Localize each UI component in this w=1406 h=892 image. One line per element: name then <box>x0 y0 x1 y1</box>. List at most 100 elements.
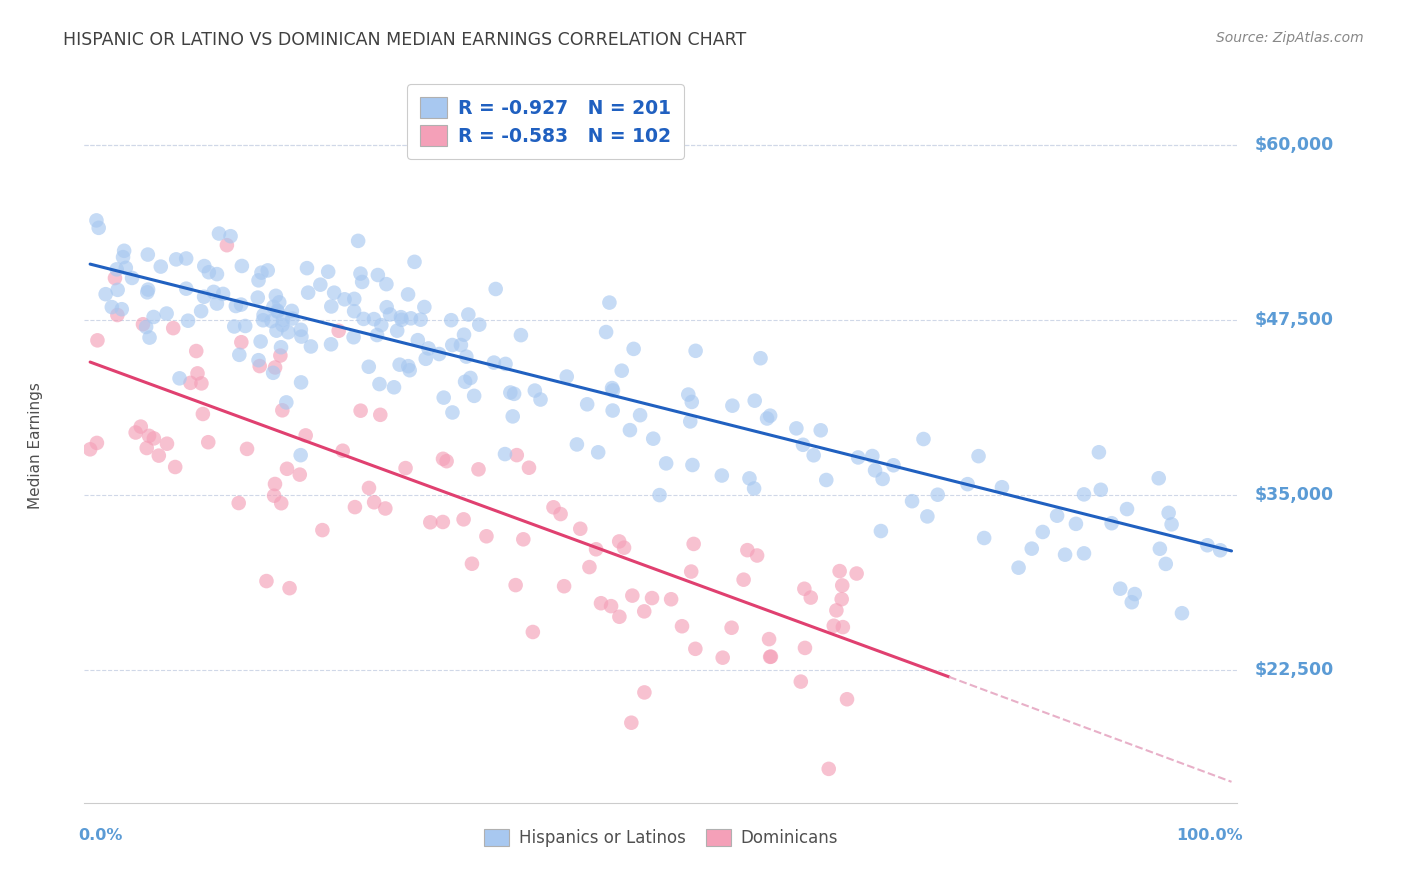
Point <box>343 500 366 515</box>
Point <box>266 303 288 318</box>
Point <box>249 334 271 349</box>
Point <box>815 473 838 487</box>
Point <box>388 358 411 372</box>
Point <box>378 308 401 322</box>
Point <box>433 391 456 405</box>
Point <box>394 461 416 475</box>
Point <box>215 238 238 252</box>
Point <box>249 359 271 373</box>
Point <box>794 640 817 655</box>
Point <box>231 259 253 273</box>
Point <box>863 463 886 477</box>
Point <box>450 338 472 352</box>
Point <box>655 456 678 470</box>
Point <box>1209 543 1232 558</box>
Point <box>991 480 1014 494</box>
Point <box>517 460 540 475</box>
Point <box>467 462 489 476</box>
Point <box>737 543 759 558</box>
Point <box>550 507 572 521</box>
Point <box>744 393 766 408</box>
Point <box>759 649 782 664</box>
Point <box>415 351 437 366</box>
Point <box>290 448 312 462</box>
Point <box>256 263 278 277</box>
Point <box>710 468 733 483</box>
Point <box>349 403 371 417</box>
Point <box>149 260 172 274</box>
Point <box>441 338 464 352</box>
Point <box>370 318 392 333</box>
Point <box>368 377 391 392</box>
Point <box>681 395 703 409</box>
Point <box>136 283 159 297</box>
Point <box>800 591 823 605</box>
Point <box>600 599 623 614</box>
Point <box>363 312 385 326</box>
Point <box>264 360 287 375</box>
Point <box>485 282 508 296</box>
Point <box>1149 541 1171 556</box>
Point <box>398 363 420 377</box>
Point <box>742 482 765 496</box>
Point <box>290 323 312 337</box>
Point <box>190 304 212 318</box>
Point <box>270 496 292 510</box>
Point <box>262 300 284 314</box>
Point <box>328 324 350 338</box>
Point <box>391 313 413 327</box>
Point <box>342 330 364 344</box>
Point <box>169 371 191 385</box>
Point <box>363 495 385 509</box>
Point <box>246 291 269 305</box>
Point <box>186 367 208 381</box>
Point <box>882 458 904 473</box>
Point <box>817 762 839 776</box>
Point <box>266 324 288 338</box>
Point <box>86 213 108 227</box>
Point <box>927 488 949 502</box>
Point <box>463 389 485 403</box>
Point <box>252 308 274 322</box>
Point <box>678 387 700 401</box>
Point <box>633 685 655 699</box>
Point <box>247 353 270 368</box>
Point <box>87 220 110 235</box>
Point <box>357 359 380 374</box>
Point <box>233 318 256 333</box>
Point <box>321 300 343 314</box>
Point <box>1109 582 1132 596</box>
Point <box>610 364 633 378</box>
Point <box>628 408 651 422</box>
Point <box>418 342 440 356</box>
Point <box>352 275 374 289</box>
Point <box>641 591 664 605</box>
Point <box>454 375 477 389</box>
Text: 100.0%: 100.0% <box>1177 828 1243 843</box>
Point <box>389 310 412 325</box>
Point <box>792 438 814 452</box>
Point <box>506 448 529 462</box>
Point <box>319 337 342 351</box>
Point <box>112 244 135 258</box>
Point <box>912 432 935 446</box>
Point <box>179 376 201 390</box>
Point <box>368 408 391 422</box>
Point <box>288 467 311 482</box>
Point <box>266 304 288 318</box>
Point <box>347 234 370 248</box>
Point <box>228 496 250 510</box>
Point <box>1116 502 1139 516</box>
Point <box>1046 508 1069 523</box>
Point <box>212 286 235 301</box>
Point <box>720 621 742 635</box>
Point <box>262 366 284 380</box>
Point <box>208 227 231 241</box>
Point <box>174 252 197 266</box>
Point <box>79 442 101 457</box>
Point <box>276 395 298 409</box>
Point <box>101 300 124 314</box>
Point <box>135 320 157 334</box>
Point <box>404 255 426 269</box>
Point <box>205 267 228 281</box>
